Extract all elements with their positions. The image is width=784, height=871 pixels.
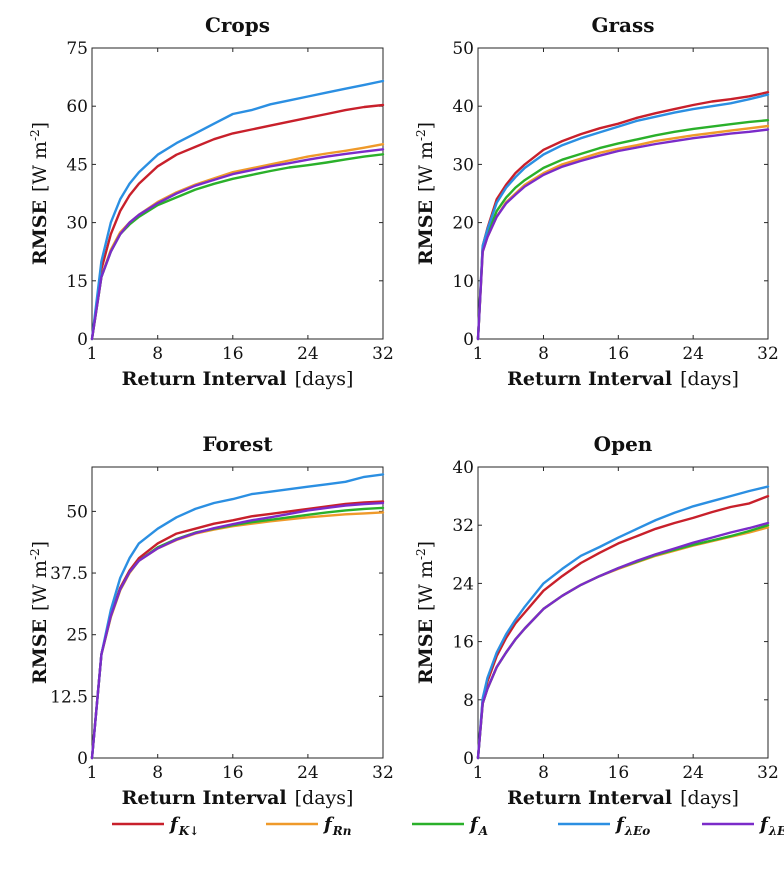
x-tick-label: 16	[222, 344, 244, 364]
y-tick-label: 10	[452, 272, 474, 292]
legend-label: fλEo	[614, 814, 650, 838]
legend-item-fLEeq: fλEeq	[702, 814, 784, 838]
x-axis-label: Return Interval [days]	[122, 787, 354, 809]
y-tick-label: 24	[452, 574, 474, 594]
y-tick-label: 0	[463, 330, 474, 350]
y-tick-label: 30	[66, 214, 88, 234]
panel-crops: Crops 1 8 16 24 32 0 15 30 45 60 75 Return Interval[…	[28, 13, 394, 390]
series-line-fK	[476, 494, 770, 760]
x-axis-label: Return Interval [days]	[507, 787, 739, 809]
panel-title: Open	[594, 432, 653, 456]
y-tick-label: 37.5	[50, 564, 88, 584]
x-tick-label: 1	[473, 763, 484, 783]
y-tick-label: 45	[66, 155, 88, 175]
series-line-fLEeq	[476, 521, 770, 760]
y-axis-label: RMSE[W m-2]	[414, 122, 437, 265]
x-tick-label: 8	[152, 344, 163, 364]
x-tick-label: 24	[297, 344, 319, 364]
x-tick-label: 24	[682, 763, 704, 783]
series-line-fK	[90, 103, 385, 341]
y-tick-label: 40	[452, 458, 474, 478]
x-tick-label: 32	[372, 344, 394, 364]
series-line-fLEeq	[476, 128, 770, 341]
series-line-fLEo	[476, 485, 770, 760]
y-tick-label: 0	[77, 330, 88, 350]
y-axis-label: RMSE[W m-2]	[28, 541, 51, 684]
series-line-fK	[476, 90, 770, 341]
legend-item-fA: fA	[412, 814, 488, 838]
x-tick-label: 32	[372, 763, 394, 783]
x-axis-label: Return Interval [days]	[122, 368, 354, 390]
panel-title: Forest	[202, 432, 273, 456]
series-line-fLEeq	[90, 501, 385, 760]
x-tick-label: 32	[757, 344, 779, 364]
panel-title: Crops	[205, 13, 270, 37]
panel-grass: Grass 1 8 16 24 32 0 10 20 30 40 50 Return Interval[…	[414, 13, 779, 390]
legend-label: fK↓	[168, 814, 199, 838]
y-tick-label: 60	[66, 97, 88, 117]
y-axis-label: RMSE[W m-2]	[414, 541, 437, 684]
x-tick-label: 1	[473, 344, 484, 364]
y-tick-label: 0	[463, 749, 474, 769]
x-tick-label: 24	[682, 344, 704, 364]
y-tick-label: 75	[66, 39, 88, 59]
series-line-fLEo	[90, 79, 385, 341]
y-tick-label: 40	[452, 97, 474, 117]
legend-label: fRn	[322, 814, 351, 838]
x-tick-label: 16	[222, 763, 244, 783]
legend: fK↓ fRn fA fλEo fλEeq	[112, 814, 784, 838]
x-tick-label: 24	[297, 763, 319, 783]
y-tick-label: 16	[452, 633, 474, 653]
axes-box	[91, 47, 384, 340]
legend-item-fRn: fRn	[266, 814, 351, 838]
y-tick-label: 20	[452, 214, 474, 234]
x-tick-label: 8	[152, 763, 163, 783]
x-tick-label: 32	[757, 763, 779, 783]
y-tick-label: 25	[66, 626, 88, 646]
y-tick-label: 12.5	[50, 687, 88, 707]
x-tick-label: 16	[608, 763, 630, 783]
y-tick-label: 8	[463, 691, 474, 711]
series-line-fA	[476, 118, 770, 341]
y-axis-label: RMSE[W m-2]	[28, 122, 51, 265]
x-axis-label: Return Interval [days]	[507, 368, 739, 390]
legend-label: fA	[468, 814, 488, 838]
series-line-fLEo	[476, 93, 770, 341]
x-tick-label: 8	[538, 763, 549, 783]
x-tick-label: 1	[87, 344, 98, 364]
panel-forest: Forest 1 8 16 24 32 0 12.5 25 37.5 50 Return Interv…	[28, 432, 394, 809]
x-tick-label: 16	[608, 344, 630, 364]
legend-label: fλEeq	[758, 814, 784, 838]
series-line-fLEeq	[90, 148, 385, 341]
y-tick-label: 50	[452, 39, 474, 59]
legend-item-fK: fK↓	[112, 814, 199, 838]
y-tick-label: 30	[452, 155, 474, 175]
y-tick-label: 50	[66, 502, 88, 522]
y-tick-label: 15	[66, 272, 88, 292]
axes-box	[477, 47, 769, 340]
legend-item-fLEo: fλEo	[558, 814, 650, 838]
panel-open: Open 1 8 16 24 32 0 8 16 24 32 40 Return Interval [da…	[414, 432, 779, 809]
panel-title: Grass	[591, 13, 654, 37]
series-line-fLEo	[90, 473, 385, 760]
x-tick-label: 1	[87, 763, 98, 783]
y-tick-label: 0	[77, 749, 88, 769]
x-tick-label: 8	[538, 344, 549, 364]
y-tick-label: 32	[452, 516, 474, 536]
